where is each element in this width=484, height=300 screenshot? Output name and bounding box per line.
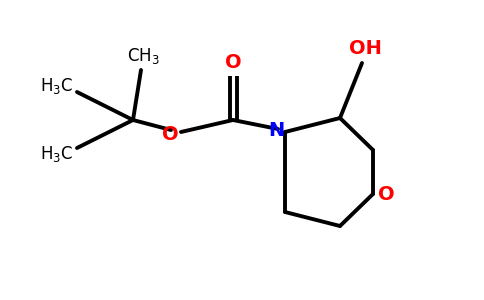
Text: O: O: [225, 53, 242, 73]
Text: H$_3$C: H$_3$C: [40, 76, 74, 96]
Text: N: N: [268, 122, 284, 140]
Text: OH: OH: [348, 40, 381, 58]
Text: O: O: [162, 124, 178, 143]
Text: H$_3$C: H$_3$C: [40, 144, 74, 164]
Text: CH$_3$: CH$_3$: [127, 46, 159, 66]
Text: O: O: [378, 184, 394, 203]
